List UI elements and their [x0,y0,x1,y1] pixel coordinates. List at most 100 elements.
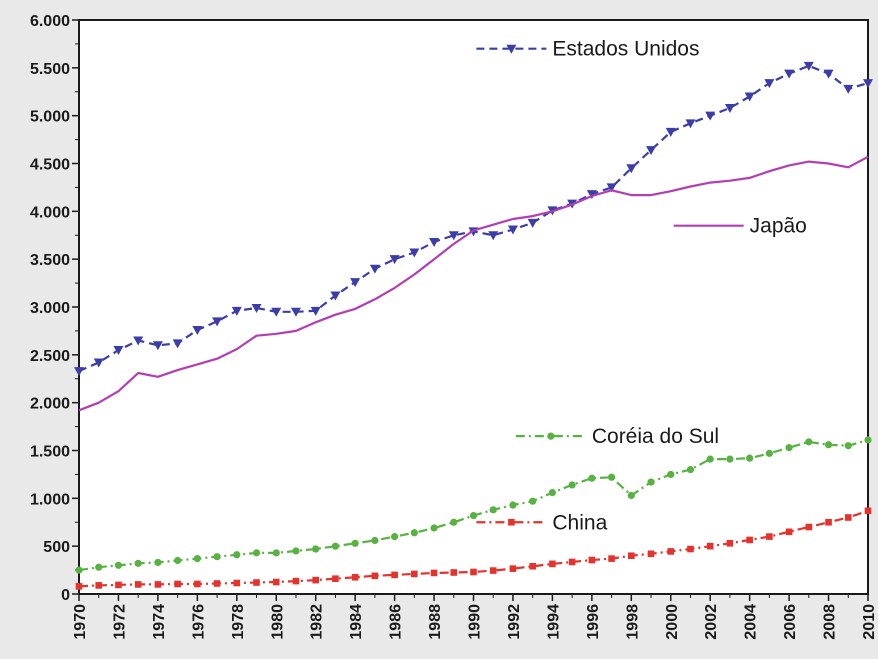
y-tick-label: 5.000 [30,109,70,126]
data-point [844,514,852,521]
data-point [193,555,201,563]
data-point [134,559,142,567]
legend-item: Japão [673,215,807,238]
data-point [824,441,833,449]
x-tick-label: 1994 [545,604,562,640]
data-point [290,307,301,317]
data-point [488,231,499,241]
data-point [489,506,497,514]
series-line [78,155,869,412]
x-tick-label: 1990 [467,604,484,640]
data-point [95,582,103,589]
x-tick-label: 2004 [743,604,760,640]
data-point [113,346,124,356]
data-point [351,573,359,581]
data-point [233,579,241,587]
data-point [332,575,339,582]
data-point [330,291,341,301]
y-tick-label: 6.000 [30,13,70,30]
data-point [627,491,635,500]
data-point [369,264,380,274]
series-layer [74,61,873,590]
data-point [213,580,221,587]
data-point [706,455,714,463]
x-tick-label: 1974 [151,604,168,640]
data-point [74,367,84,377]
data-point [114,561,123,569]
y-tick-label: 5.500 [30,61,70,78]
x-tick-label: 2010 [861,604,878,640]
legend-label: Coréia do Sul [592,425,719,448]
data-point [115,581,122,589]
data-point [724,104,735,114]
data-point [389,255,400,265]
data-point [586,190,597,200]
y-tick-label: 4.000 [30,204,70,221]
data-point [667,548,675,555]
x-tick-label: 1998 [624,604,641,640]
data-point [133,336,144,346]
x-tick-label: 1984 [348,604,365,640]
data-point [252,549,261,557]
data-point [450,569,458,576]
data-point [351,539,359,547]
data-point [785,444,793,452]
x-tick-label: 2002 [703,604,720,640]
data-point [785,528,793,536]
x-tick-label: 1988 [427,604,444,640]
data-point [430,569,438,577]
data-point [844,442,852,450]
data-point [706,542,714,550]
data-point [213,553,221,561]
data-point [292,577,300,585]
data-point [75,583,83,590]
data-point [212,317,223,327]
series-group [78,155,869,412]
x-tick-label: 1980 [269,604,286,640]
x-tick-label: 1986 [388,604,405,640]
x-tick-label: 1992 [506,604,523,640]
data-point [705,111,716,121]
plot-area [78,19,869,595]
data-point [509,501,517,509]
data-point [152,341,163,351]
legend-label: China [552,511,607,534]
data-point [371,536,379,545]
data-point [803,61,814,71]
data-point [253,579,260,586]
data-point [766,533,773,540]
data-point [726,539,734,547]
data-point [665,127,676,137]
data-point [391,571,398,579]
data-point [825,518,832,526]
data-point [509,565,517,572]
data-point [608,555,615,562]
legend-label: Japão [750,215,807,238]
y-tick-label: 3.000 [30,300,70,317]
x-tick-label: 2000 [664,604,681,640]
legend-label: Estados Unidos [552,38,699,61]
data-point [568,558,576,566]
data-point [588,556,596,564]
data-point [568,481,576,489]
data-point [272,578,280,586]
data-point [312,576,319,584]
data-point [549,560,556,568]
legend-item: China [476,511,608,534]
y-tick-label: 0 [61,587,70,604]
data-point [430,524,438,532]
data-point [506,44,517,54]
x-tick-label: 1978 [230,604,247,640]
legend-item: Estados Unidos [476,38,699,61]
data-point [843,84,854,94]
data-point [685,119,696,129]
data-point [607,473,616,481]
data-point [470,568,477,576]
y-tick-label: 2.000 [30,396,70,413]
y-tick-label: 500 [43,539,70,556]
data-point [805,523,813,531]
series-group [75,507,872,590]
data-point [331,542,340,550]
data-point [864,436,872,444]
